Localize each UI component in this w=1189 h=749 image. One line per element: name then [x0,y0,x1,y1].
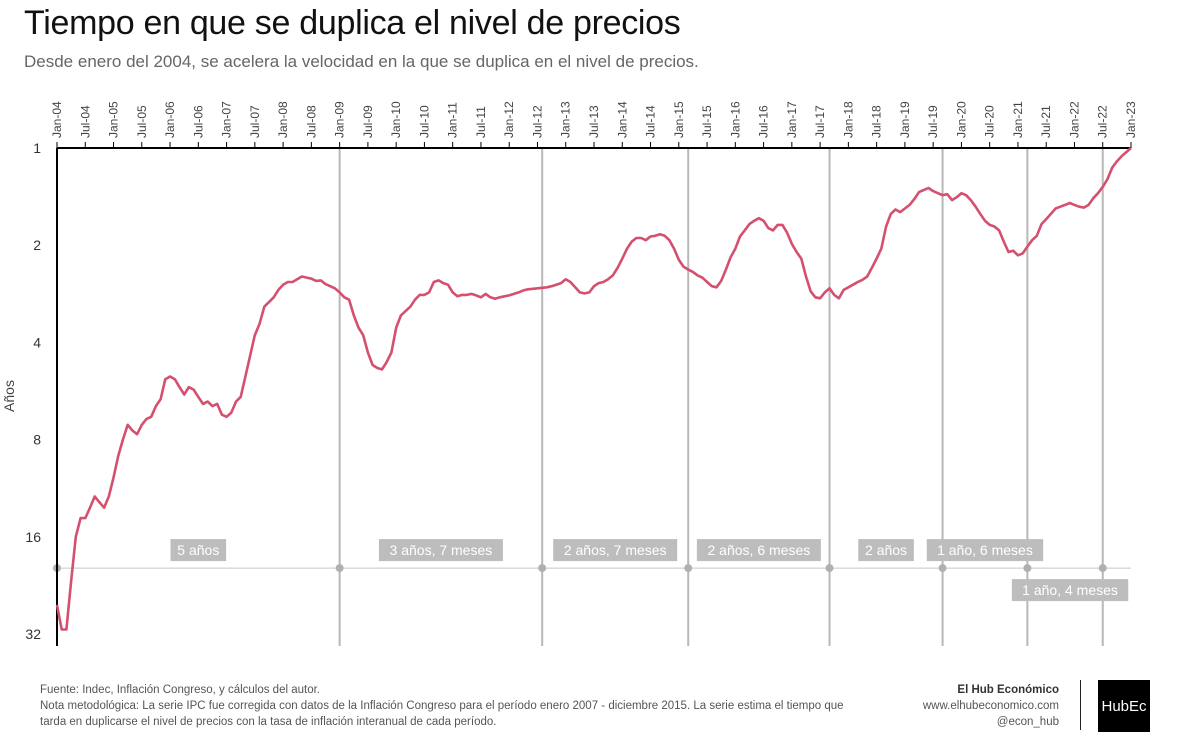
reference-dot [1098,564,1107,573]
y-tick-label: 32 [25,626,41,642]
regime-label-text: 1 año, 6 meses [937,542,1033,558]
regime-label-text: 2 años [865,542,907,558]
x-tick-label: Jul-06 [191,105,205,138]
methodology-note-cont: tarda en duplicarse el nivel de precios … [40,716,497,728]
x-tick-label: Jan-08 [276,101,290,138]
regime-label-box [926,539,1044,562]
x-tick-label: Jan-13 [559,101,573,138]
x-tick-label: Jan-11 [446,102,460,138]
reference-dot [825,564,834,573]
x-tick-label: Jan-09 [333,101,347,138]
y-tick-label: 16 [25,529,41,545]
x-tick-label: Jul-10 [417,105,431,138]
footer-divider [1080,680,1081,730]
x-tick-label: Jul-12 [530,105,544,138]
x-tick-label: Jul-15 [700,105,714,138]
x-tick-labels: Jan-04 Jul-04 Jan-05 Jul-05 Jan-06 Jul-06 Jan-… [50,101,1138,148]
x-tick-label: Jul-14 [644,105,658,138]
x-tick-label: Jan-16 [728,101,742,138]
x-tick-label: Jul-19 [926,105,940,138]
regime-label: 5 años [170,539,227,562]
regime-label-box [378,539,503,562]
x-tick-label: Jul-08 [304,105,318,138]
regime-label: 1 año, 6 meses [926,539,1044,562]
x-tick-label: Jul-11 [474,106,488,138]
regime-labels: 5 años 3 años, 7 meses 2 años, 7 meses 2 añ… [170,539,1129,602]
reference-dot [538,564,547,573]
x-tick-label: Jan-18 [841,101,855,138]
x-tick-label: Jul-07 [248,105,262,138]
reference-line [53,564,1131,573]
regime-label-text: 2 años, 7 meses [564,542,667,558]
y-axis-label: Años [1,380,17,412]
regime-label-box [858,539,914,562]
x-tick-label: Jan-04 [50,101,64,138]
y-tick-label: 1 [33,140,41,156]
regime-label-text: 1 año, 4 meses [1022,582,1118,598]
source-note: Fuente: Indec, Inflación Congreso, y cál… [40,684,320,696]
regime-label: 1 año, 4 meses [1011,579,1129,602]
regime-label: 3 años, 7 meses [378,539,503,562]
reference-dot [684,564,693,573]
doubling-time-line [55,147,1132,631]
x-tick-label: Jan-05 [107,101,121,138]
axes [56,147,1131,646]
y-tick-label: 8 [33,432,41,448]
x-tick-label: Jan-12 [502,101,516,138]
regime-label: 2 años, 7 meses [553,539,678,562]
reference-dot [335,564,344,573]
footer-brand: El Hub Económico www.elhubeconomico.com … [923,682,1059,730]
brand-name: El Hub Económico [957,684,1059,696]
regime-label: 2 años, 6 meses [696,539,821,562]
x-tick-label: Jan-23 [1124,101,1138,138]
social-handle[interactable]: @econ_hub [996,716,1059,728]
regime-label-box [1011,579,1129,602]
x-tick-label: Jan-06 [163,101,177,138]
x-tick-label: Jan-17 [785,101,799,138]
reference-dot [938,564,947,573]
x-tick-label: Jan-14 [615,101,629,138]
y-tick-labels: 1 2 4 8 16 32 [25,140,41,642]
doubling-time-chart: Jan-04 Jul-04 Jan-05 Jul-05 Jan-06 Jul-06 Jan-… [1,101,1138,646]
x-tick-label: Jul-17 [813,105,827,138]
x-tick-label: Jul-13 [587,105,601,138]
x-tick-label: Jan-07 [220,101,234,138]
regime-label-box [696,539,821,562]
x-tick-label: Jul-04 [78,105,92,138]
regime-label-text: 5 años [177,542,219,558]
methodology-note: Nota metodológica: La serie IPC fue corr… [40,700,844,712]
y-tick-label: 2 [33,237,41,253]
y-tick-label: 4 [33,334,41,350]
reference-dot [1023,564,1032,573]
x-tick-label: Jan-22 [1067,101,1081,138]
regime-label: 2 años [858,539,914,562]
x-tick-label: Jan-20 [954,101,968,138]
x-tick-label: Jan-21 [1011,101,1025,138]
hubec-logo: HubEc [1098,680,1150,732]
regime-label-text: 3 años, 7 meses [390,542,493,558]
x-tick-label: Jul-20 [983,105,997,138]
series-line [55,147,1132,631]
regime-label-box [553,539,678,562]
x-tick-label: Jan-15 [672,101,686,138]
chart-subtitle: Desde enero del 2004, se acelera la velo… [24,52,699,71]
x-tick-label: Jul-09 [361,105,375,138]
regime-label-text: 2 años, 6 meses [708,542,811,558]
x-tick-label: Jan-10 [389,101,403,138]
x-tick-label: Jul-05 [135,105,149,138]
website-link[interactable]: www.elhubeconomico.com [922,700,1059,712]
x-tick-label: Jan-19 [898,101,912,138]
x-tick-label: Jul-18 [870,105,884,138]
regime-label-box [170,539,227,562]
x-tick-label: Jul-22 [1096,105,1110,138]
footer-notes: Fuente: Indec, Inflación Congreso, y cál… [40,682,860,730]
x-tick-label: Jul-21 [1039,105,1053,138]
chart-title: Tiempo en que se duplica el nivel de pre… [24,4,681,42]
x-tick-label: Jul-16 [757,105,771,138]
vertical-gridlines [338,148,1104,646]
